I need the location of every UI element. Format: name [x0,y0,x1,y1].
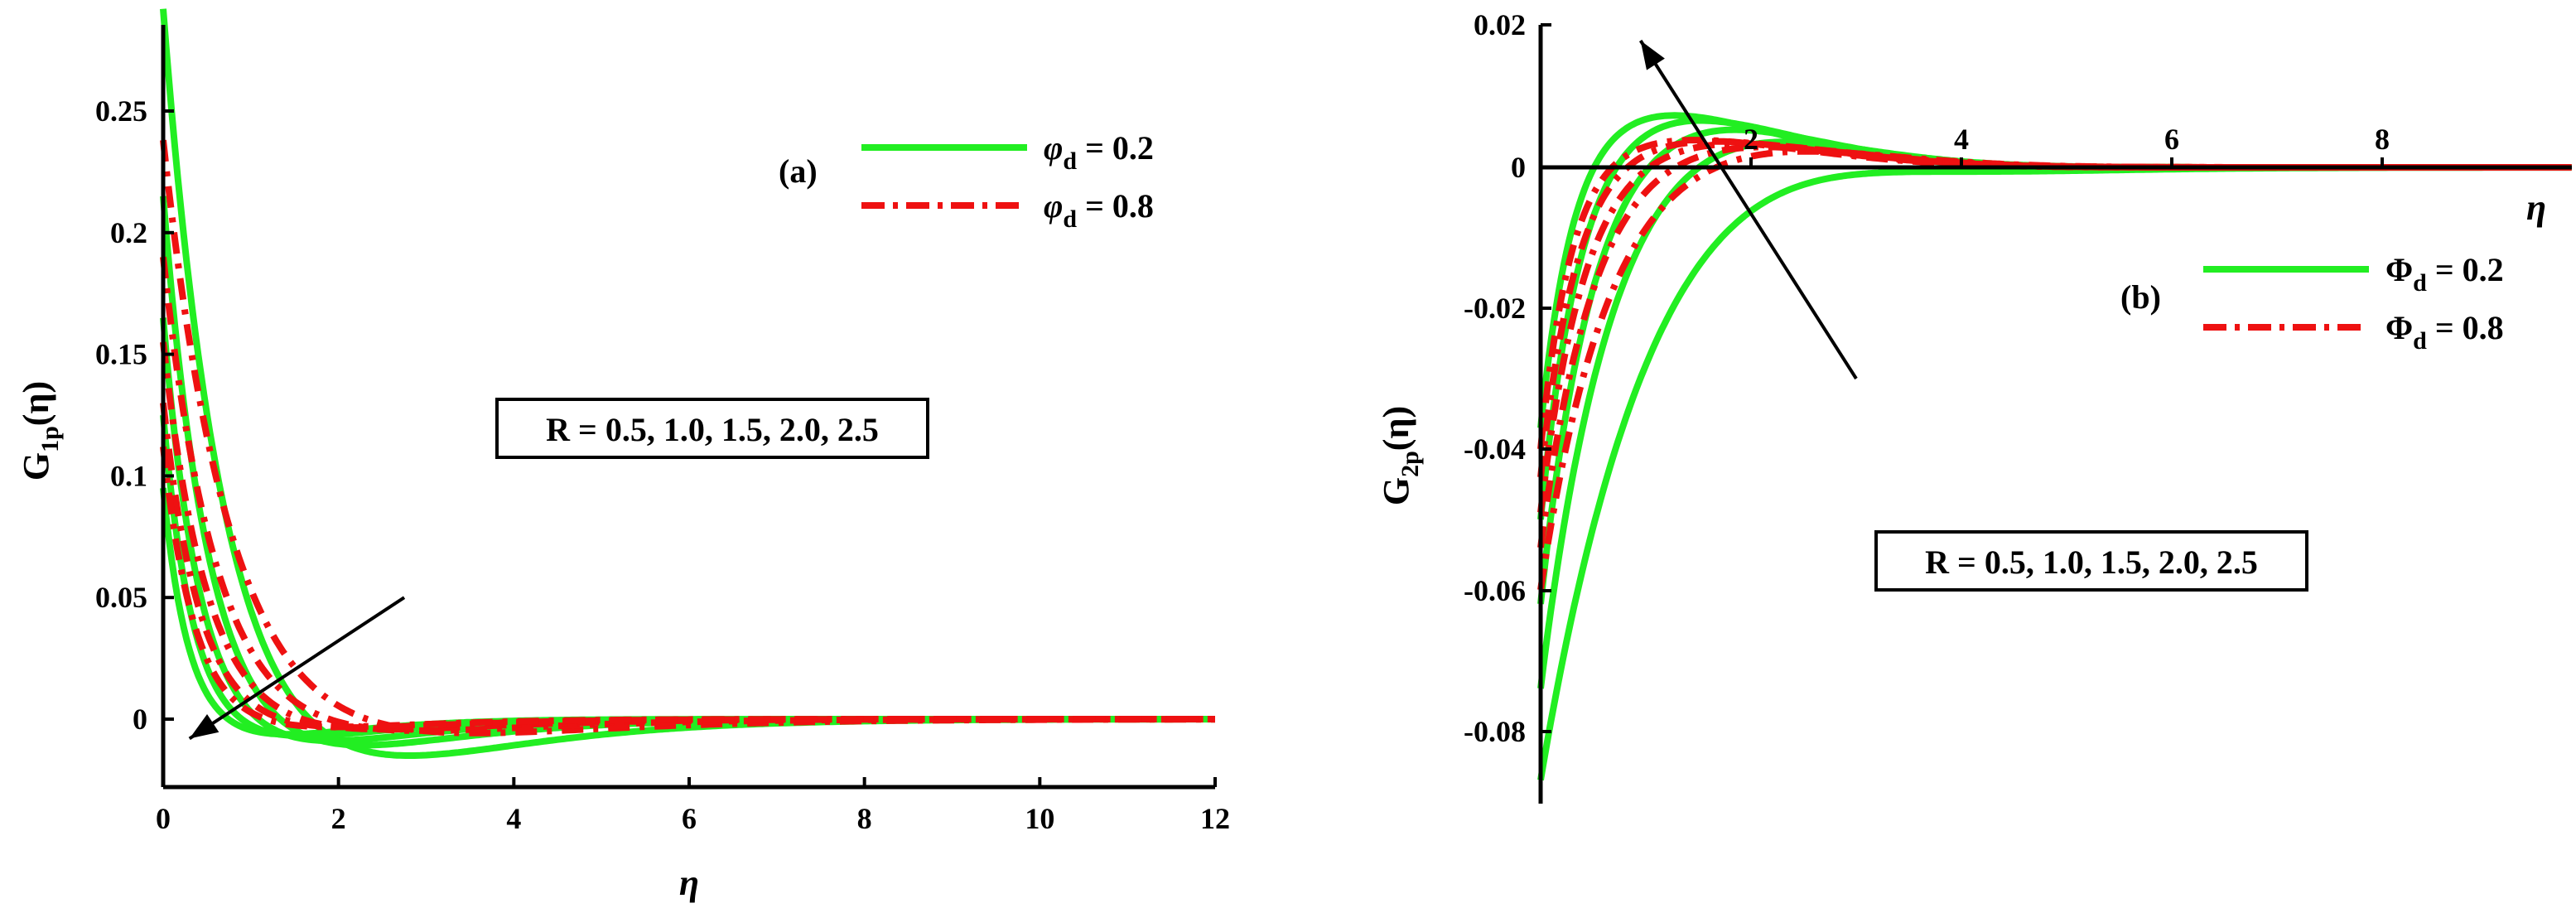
panel-b-ytick-label: -0.04 [1464,432,1526,466]
panel-a-legend: φd = 0.2 φd = 0.8 [861,129,1154,233]
panel-b-ylabel: G2p(η) [1376,406,1424,505]
panel-b-label: (b) [2120,278,2161,316]
panel-a-ytick-label: 0.2 [110,216,147,249]
panel-b-arrow-head [1640,41,1665,70]
panel-a-xtick-label: 6 [682,802,697,835]
panel-a-ticks: 0 2 4 6 8 10 12 0 0.05 0.1 0.15 0.2 0.25 [95,94,1230,835]
panel-a-series-line [160,317,1216,745]
panel-a-series-line [160,196,1216,749]
panel-a-ytick-label: 0 [133,703,147,736]
panel-b-xtick-label: 4 [1954,123,1969,156]
panel-b-ytick-label: 0.02 [1474,8,1526,41]
panel-b-series-line [1537,147,2573,591]
panel-a-xtick-label: 10 [1025,802,1054,835]
panel-a-xtick-label: 4 [506,802,521,835]
panel-b-xtick-label: 2 [1744,123,1758,156]
panel-a-ylabel: G1p(η) [16,381,64,481]
panel-a-xtick-label: 2 [331,802,346,835]
panel-a-arrow [188,596,406,741]
panel-b-arrow-shaft [1638,39,1858,380]
panel-a-xtick-label: 8 [857,802,872,835]
panel-a-ytick-label: 0.25 [95,94,147,128]
panel-a: 0 2 4 6 8 10 12 0 0.05 0.1 0.15 0.2 0.25 G1p(η) η (a… [16,8,1230,903]
panel-b-series [1537,112,2573,781]
panel-b-series-line [1537,164,2573,781]
panel-a-series [160,8,1216,759]
panel-a-ytick-label: 0.15 [95,338,147,371]
panel-b-xtick-label: 8 [2375,123,2390,156]
panel-b-arrow [1638,39,1858,380]
panel-a-arrow-shaft [188,596,406,741]
panel-b: 2 4 6 8 0.02 0 -0.02 -0.04 -0.06 -0.08 G2p(η) η (… [1376,8,2573,804]
panel-b-legend-label-1: Φd = 0.2 [2385,251,2504,297]
panel-b-xtick-label: 6 [2164,123,2179,156]
panel-a-xtick-label: 12 [1200,802,1230,835]
panel-a-legend-label-1: φd = 0.2 [1044,129,1154,175]
panel-a-annotation-box [495,398,929,459]
panel-b-ytick-label: -0.02 [1464,292,1526,325]
panel-a-arrow-head [189,713,219,739]
panel-a-label: (a) [779,152,818,190]
panel-b-xlabel: η [2526,187,2546,228]
panel-a-ytick-label: 0.1 [110,459,147,492]
panel-b-series-line [1537,138,2573,478]
panel-b-legend: Φd = 0.2 Φd = 0.8 [2203,251,2504,355]
panel-b-ticks: 2 4 6 8 0.02 0 -0.02 -0.04 -0.06 -0.08 [1464,8,2390,748]
panel-a-ytick-label: 0.05 [95,581,147,614]
panel-b-ytick-label: -0.08 [1464,715,1526,748]
panel-a-series-line [160,8,1216,759]
panel-b-ytick-label: -0.06 [1464,574,1526,607]
panel-b-series-line [1537,117,2573,520]
panel-a-xlabel: η [679,862,699,903]
panel-b-ytick-label: 0 [1511,151,1526,184]
panel-a-series-line [160,256,1216,734]
panel-b-annotation: R = 0.5, 1.0, 1.5, 2.0, 2.5 [1925,543,2258,581]
panel-a-legend-label-2: φd = 0.8 [1044,187,1154,233]
panel-b-legend-label-2: Φd = 0.8 [2385,309,2504,355]
panel-b-series-line [1537,138,2573,689]
panel-a-series-line [160,446,1216,731]
panel-a-series-line [160,414,1216,740]
panel-b-annotation-box [1874,530,2308,592]
panel-a-annotation: R = 0.5, 1.0, 1.5, 2.0, 2.5 [546,411,879,448]
panel-a-xtick-label: 0 [156,802,171,835]
